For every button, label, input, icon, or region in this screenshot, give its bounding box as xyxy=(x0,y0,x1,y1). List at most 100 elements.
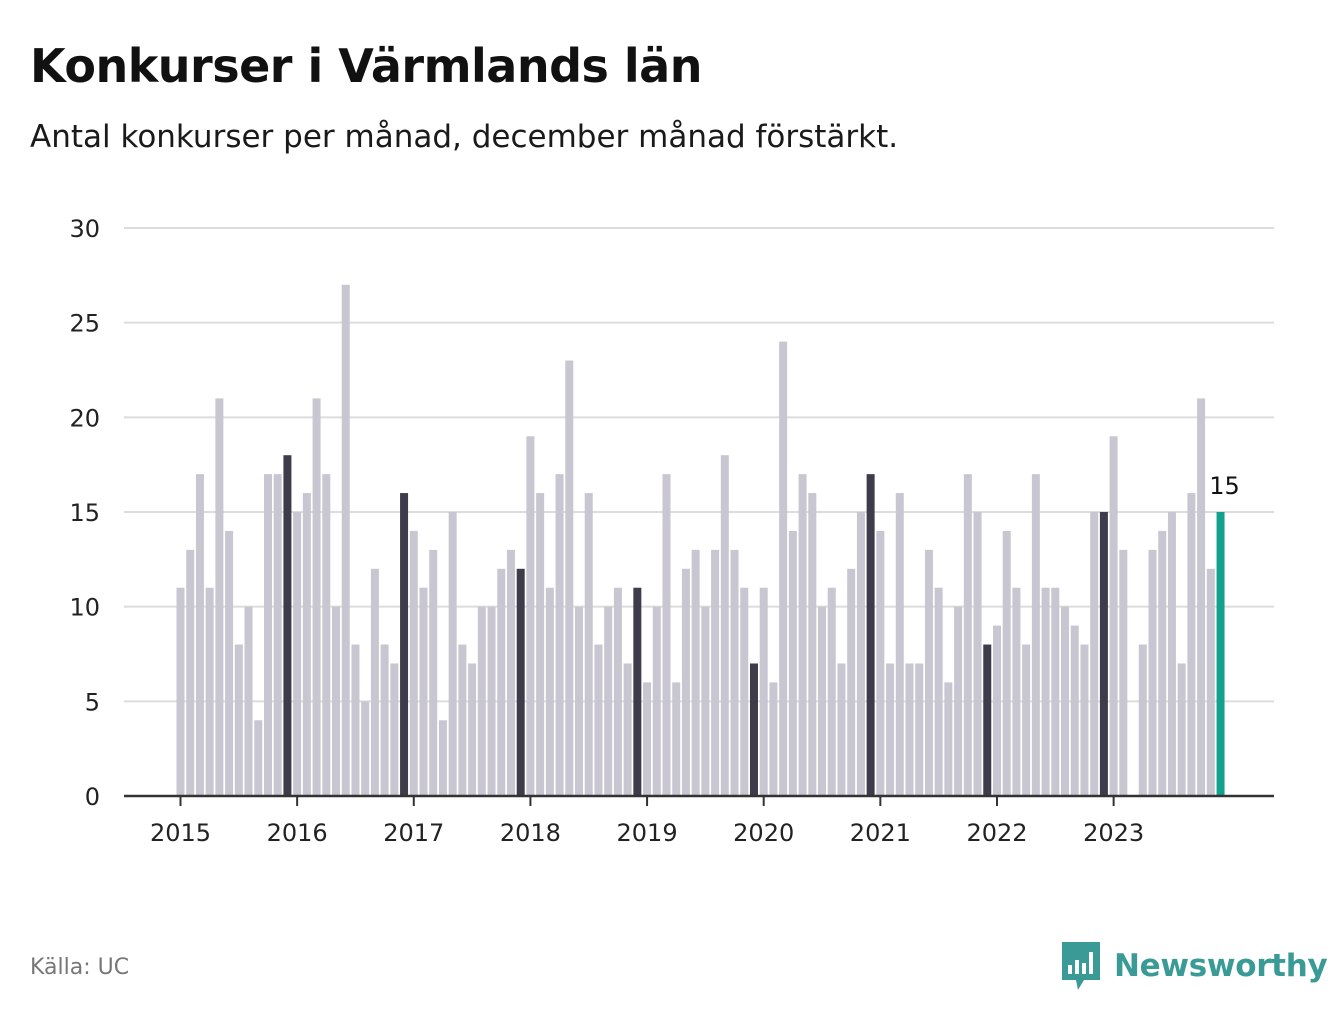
bar xyxy=(1012,587,1021,796)
bar xyxy=(837,663,846,796)
y-tick-label: 20 xyxy=(69,404,100,432)
bar xyxy=(332,606,341,796)
bar-latest xyxy=(1216,512,1225,796)
bar xyxy=(1197,398,1206,796)
bar xyxy=(788,530,797,796)
bar xyxy=(798,474,807,796)
bar-december xyxy=(633,587,642,796)
x-axis-ticks: 2015 2016 2017 2018 2019 2020 2021 2022 2023 xyxy=(150,796,1144,847)
bar xyxy=(215,398,224,796)
bar xyxy=(565,360,574,796)
bar xyxy=(681,568,690,796)
bar xyxy=(672,682,681,796)
bar xyxy=(769,682,778,796)
bar xyxy=(1177,663,1186,796)
bar xyxy=(361,701,370,796)
bar-december xyxy=(1099,512,1108,796)
bar xyxy=(341,284,350,796)
brand-logo: Newsworthy xyxy=(1060,940,1328,992)
bar xyxy=(302,493,311,796)
bar xyxy=(711,549,720,796)
bar xyxy=(730,549,739,796)
bar-december xyxy=(516,568,525,796)
bar xyxy=(312,398,321,796)
bar xyxy=(1119,549,1128,796)
bar xyxy=(818,606,827,796)
chart-subtitle: Antal konkurser per månad, december måna… xyxy=(30,119,899,155)
bar xyxy=(575,606,584,796)
bar xyxy=(584,493,593,796)
x-tick-label: 2017 xyxy=(383,819,444,847)
bar-december xyxy=(400,493,409,796)
bar xyxy=(1061,606,1070,796)
bar xyxy=(293,512,302,796)
x-tick-label: 2022 xyxy=(966,819,1027,847)
bar-december xyxy=(866,474,875,796)
bar xyxy=(934,587,943,796)
bar-december xyxy=(983,644,992,796)
bar xyxy=(273,474,282,796)
bar xyxy=(468,663,477,796)
bar-december xyxy=(283,455,292,796)
bar xyxy=(1080,644,1089,796)
bar xyxy=(409,530,418,796)
source-note: Källa: UC xyxy=(30,955,130,980)
bar xyxy=(419,587,428,796)
y-tick-label: 10 xyxy=(69,594,100,622)
x-tick-label: 2018 xyxy=(500,819,561,847)
bar xyxy=(701,606,710,796)
bar xyxy=(1206,568,1215,796)
bar xyxy=(1138,644,1147,796)
bar xyxy=(808,493,817,796)
bar xyxy=(186,549,195,796)
bar xyxy=(176,587,185,796)
bar-chart: 0 5 10 15 20 25 30 2015 2016 2017 2018 2019 2020 202… xyxy=(69,215,1274,847)
bar xyxy=(1109,436,1118,796)
y-tick-label: 30 xyxy=(69,215,100,243)
x-tick-label: 2020 xyxy=(733,819,794,847)
bar xyxy=(536,493,545,796)
bar xyxy=(1158,530,1167,796)
bar xyxy=(526,436,535,796)
brand-name: Newsworthy xyxy=(1114,948,1328,984)
bar xyxy=(847,568,856,796)
bar xyxy=(856,512,865,796)
bar xyxy=(195,474,204,796)
bar xyxy=(652,606,661,796)
bar xyxy=(992,625,1001,796)
bar xyxy=(487,606,496,796)
bar xyxy=(254,720,263,796)
y-tick-label: 25 xyxy=(69,310,100,338)
bar xyxy=(944,682,953,796)
bar xyxy=(390,663,399,796)
x-tick-label: 2015 xyxy=(150,819,211,847)
bar xyxy=(555,474,564,796)
bar xyxy=(759,587,768,796)
bar xyxy=(895,493,904,796)
bar xyxy=(1187,493,1196,796)
bar xyxy=(429,549,438,796)
y-tick-label: 15 xyxy=(69,499,100,527)
bar xyxy=(380,644,389,796)
bar xyxy=(1022,644,1031,796)
bar xyxy=(963,474,972,796)
bar xyxy=(234,644,243,796)
bar xyxy=(886,663,895,796)
bar xyxy=(1051,587,1060,796)
bar xyxy=(720,455,729,796)
bar xyxy=(1167,512,1176,796)
bar-december xyxy=(749,663,758,796)
bar xyxy=(740,587,749,796)
bar xyxy=(954,606,963,796)
bar xyxy=(691,549,700,796)
bars xyxy=(176,284,1225,796)
bar xyxy=(438,720,447,796)
x-tick-label: 2019 xyxy=(617,819,678,847)
y-tick-label: 0 xyxy=(85,783,100,811)
bar xyxy=(545,587,554,796)
x-tick-label: 2023 xyxy=(1083,819,1144,847)
bar xyxy=(263,474,272,796)
bar xyxy=(1148,549,1157,796)
bar xyxy=(205,587,214,796)
bar xyxy=(827,587,836,796)
